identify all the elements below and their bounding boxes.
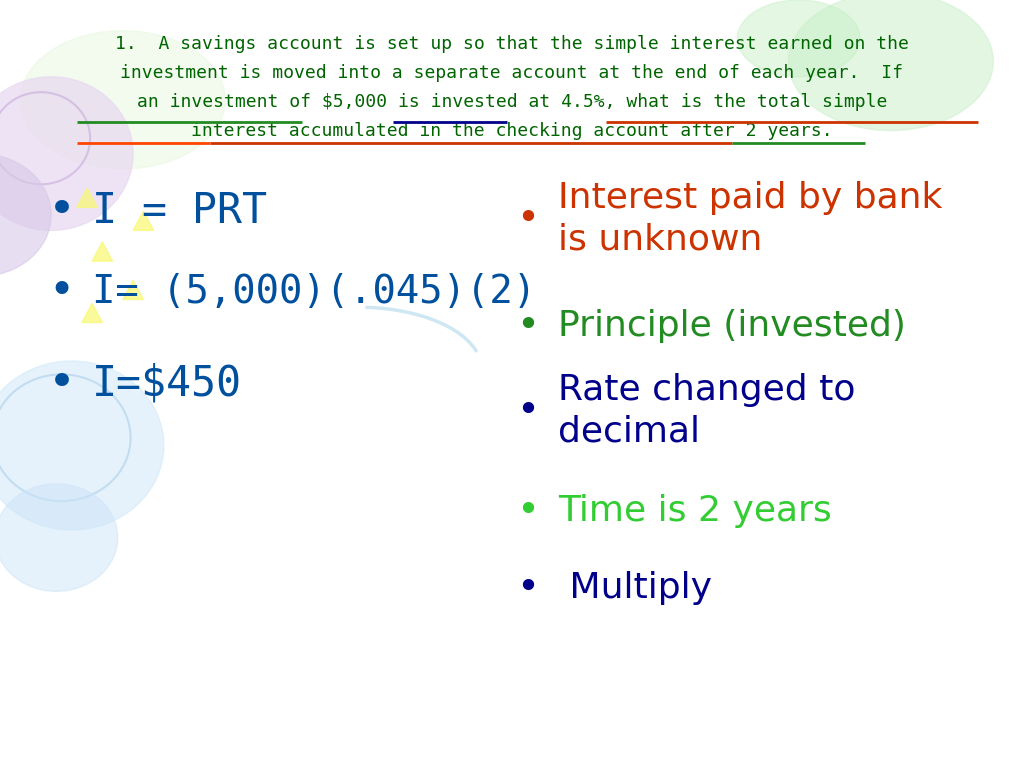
Text: 1.  A savings account is set up so that the simple interest earned on the: 1. A savings account is set up so that t… [115,35,909,52]
Text: interest accumulated in the checking account after 2 years.: interest accumulated in the checking acc… [191,122,833,140]
Ellipse shape [0,361,164,530]
Text: •: • [47,189,76,233]
Text: I= (5,000)(.045)(2): I= (5,000)(.045)(2) [92,273,537,311]
Ellipse shape [788,0,993,131]
Text: •: • [47,362,76,406]
Text: •: • [516,568,539,607]
Text: •: • [48,270,75,313]
Polygon shape [77,188,97,207]
Ellipse shape [20,31,225,169]
Text: investment is moved into a separate account at the end of each year.  If: investment is moved into a separate acco… [121,64,903,81]
Text: Interest paid by bank
is unknown: Interest paid by bank is unknown [558,180,942,257]
Polygon shape [82,303,102,323]
Ellipse shape [0,484,118,591]
Polygon shape [133,211,154,230]
Text: •: • [516,492,539,530]
Text: •: • [516,307,539,346]
Text: I=$450: I=$450 [92,363,242,405]
Text: I = PRT: I = PRT [92,190,267,232]
Text: Principle (invested): Principle (invested) [558,310,906,343]
Polygon shape [123,280,143,300]
Polygon shape [92,242,113,261]
Text: •: • [516,200,539,238]
Text: an investment of $5,000 is invested at 4.5%, what is the total simple: an investment of $5,000 is invested at 4… [137,93,887,111]
Ellipse shape [0,154,51,276]
Text: •: • [516,392,539,430]
Text: Rate changed to
decimal: Rate changed to decimal [558,372,856,449]
Ellipse shape [737,0,860,77]
Text: Time is 2 years: Time is 2 years [558,494,831,528]
Ellipse shape [0,77,133,230]
Text: Multiply: Multiply [558,571,712,604]
